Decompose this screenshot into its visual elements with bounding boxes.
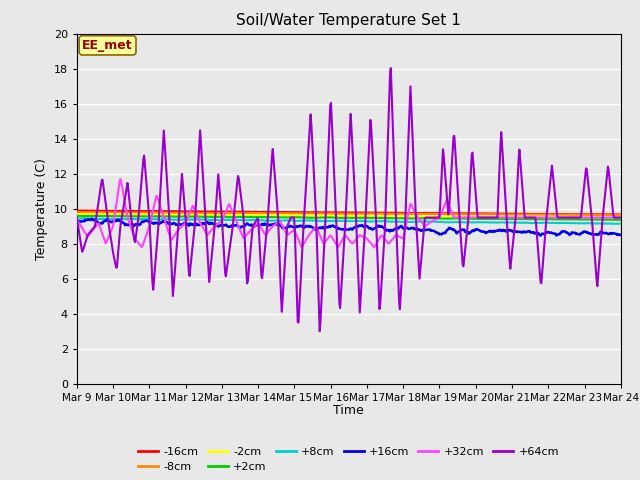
Legend: -16cm, -8cm, -2cm, +2cm, +8cm, +16cm, +32cm, +64cm: -16cm, -8cm, -2cm, +2cm, +8cm, +16cm, +3…: [134, 442, 564, 477]
Title: Soil/Water Temperature Set 1: Soil/Water Temperature Set 1: [236, 13, 461, 28]
Text: EE_met: EE_met: [82, 39, 133, 52]
Y-axis label: Temperature (C): Temperature (C): [35, 158, 48, 260]
X-axis label: Time: Time: [333, 405, 364, 418]
